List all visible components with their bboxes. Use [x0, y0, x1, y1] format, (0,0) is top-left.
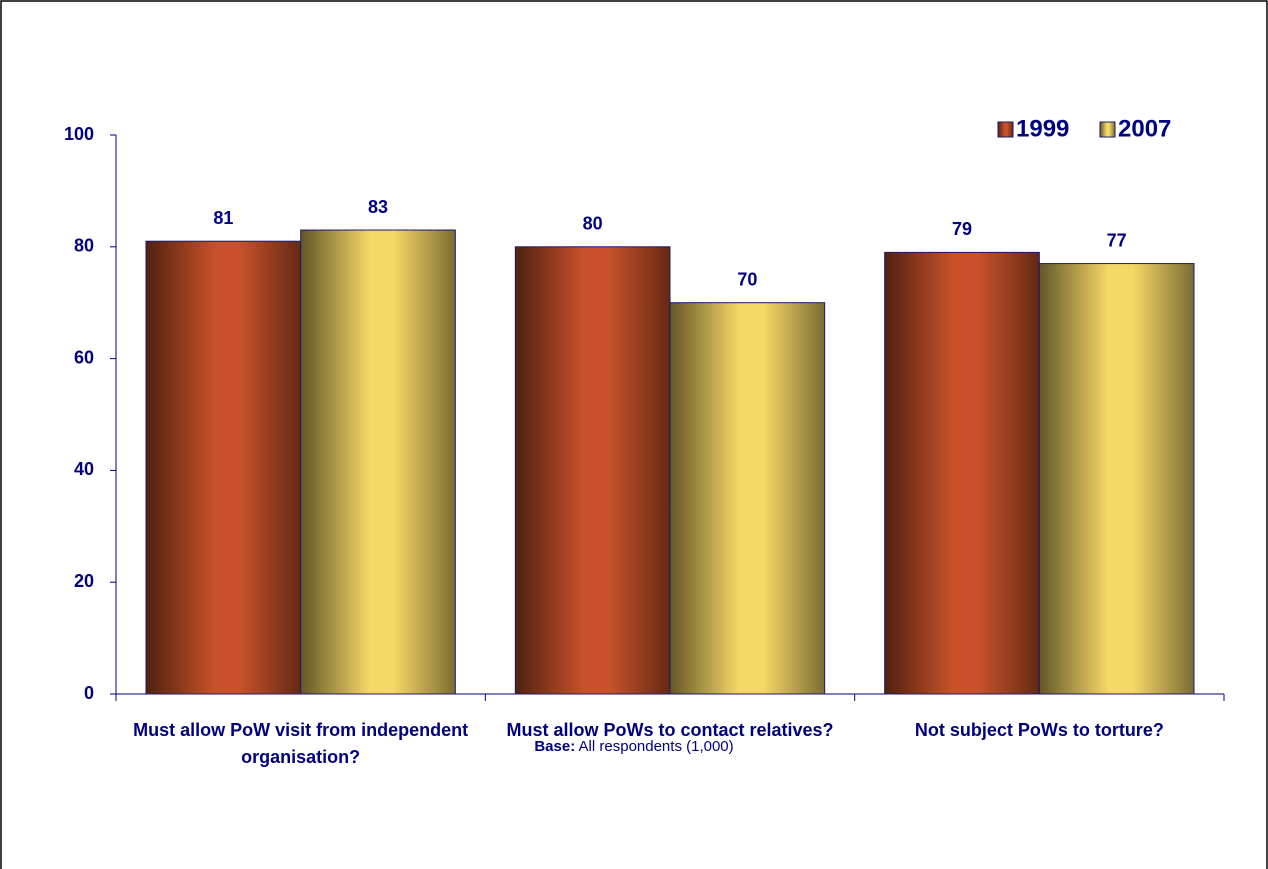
- legend-swatch-shading: [997, 121, 1014, 138]
- y-tick-label: 60: [74, 347, 94, 367]
- bar-shading: [669, 302, 826, 695]
- x-tick-label: Must allow PoW visit from independent or…: [133, 720, 469, 767]
- bar-shading: [884, 251, 1040, 695]
- x-tick-label: Not subject PoWs to torture?: [914, 720, 1164, 740]
- data-label: 83: [368, 197, 388, 217]
- footnote-label: Base:: [534, 738, 576, 755]
- bar-shading: [1038, 263, 1195, 695]
- bar-shading: [514, 246, 671, 695]
- y-tick-label: 100: [64, 124, 94, 144]
- y-tick-label: 0: [84, 683, 94, 703]
- bar-shading: [145, 240, 302, 695]
- data-label: 79: [952, 219, 972, 239]
- data-label: 81: [213, 208, 233, 228]
- y-tick-label: 40: [74, 459, 94, 479]
- legend-label: 2007: [1118, 115, 1171, 142]
- bar-shading: [300, 229, 456, 695]
- legend-label: 1999: [1016, 115, 1069, 142]
- data-label: 77: [1107, 230, 1127, 250]
- footnote: Base: All respondents (1,000): [0, 738, 1268, 755]
- y-tick-label: 20: [74, 571, 94, 591]
- data-label: 70: [737, 269, 757, 289]
- legend-swatch-shading: [1099, 121, 1116, 138]
- footnote-text: All respondents (1,000): [578, 738, 734, 755]
- data-label: 80: [583, 214, 603, 234]
- y-tick-label: 80: [74, 236, 94, 256]
- x-tick-label: Must allow PoWs to contact relatives?: [506, 720, 834, 740]
